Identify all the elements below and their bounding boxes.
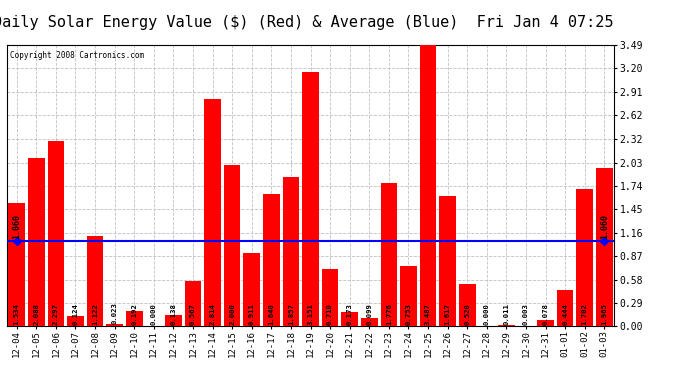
Bar [557, 291, 573, 326]
Text: 0.138: 0.138 [170, 304, 177, 326]
Bar [596, 168, 613, 326]
Bar [106, 324, 123, 326]
Bar [48, 141, 64, 326]
Bar [224, 165, 241, 326]
Text: 0.911: 0.911 [248, 304, 255, 326]
Bar [361, 318, 377, 326]
Text: 0.444: 0.444 [562, 304, 568, 326]
Text: 0.000: 0.000 [484, 304, 490, 326]
Bar [380, 183, 397, 326]
Text: 1.776: 1.776 [386, 304, 392, 326]
Text: 1.060: 1.060 [12, 214, 21, 239]
Bar [420, 45, 436, 326]
Text: 0.011: 0.011 [504, 303, 509, 324]
Text: 1.534: 1.534 [14, 304, 20, 326]
Text: 0.567: 0.567 [190, 304, 196, 326]
Bar [126, 311, 143, 326]
Text: 1.702: 1.702 [582, 304, 588, 326]
Bar [165, 315, 181, 326]
Text: 0.520: 0.520 [464, 304, 470, 326]
Text: 2.297: 2.297 [53, 304, 59, 326]
Bar [459, 284, 475, 326]
Bar [440, 196, 456, 326]
Text: 0.003: 0.003 [523, 303, 529, 325]
Text: 2.000: 2.000 [229, 304, 235, 326]
Bar [204, 99, 221, 326]
Text: 0.000: 0.000 [151, 304, 157, 326]
Bar [322, 269, 338, 326]
Bar [8, 202, 25, 326]
Text: 2.088: 2.088 [33, 304, 39, 326]
Text: 1.122: 1.122 [92, 304, 98, 326]
Text: 1.965: 1.965 [601, 304, 607, 326]
Text: Daily Solar Energy Value ($) (Red) & Average (Blue)  Fri Jan 4 07:25: Daily Solar Energy Value ($) (Red) & Ave… [0, 15, 614, 30]
Text: 3.151: 3.151 [308, 304, 313, 326]
Bar [302, 72, 319, 326]
Bar [342, 312, 358, 326]
Text: Copyright 2008 Cartronics.com: Copyright 2008 Cartronics.com [10, 51, 144, 60]
Text: 0.124: 0.124 [72, 304, 79, 326]
Text: 1.857: 1.857 [288, 304, 294, 326]
Text: 1.060: 1.060 [600, 214, 609, 239]
Bar [28, 158, 45, 326]
Text: 0.099: 0.099 [366, 304, 373, 326]
Bar [576, 189, 593, 326]
Text: 1.640: 1.640 [268, 304, 275, 326]
Text: 0.753: 0.753 [406, 304, 411, 326]
Text: 0.023: 0.023 [112, 302, 117, 324]
Bar [400, 266, 417, 326]
Text: 0.710: 0.710 [327, 304, 333, 326]
Bar [283, 177, 299, 326]
Bar [263, 194, 279, 326]
Bar [87, 236, 104, 326]
Text: 0.192: 0.192 [131, 304, 137, 326]
Bar [538, 320, 554, 326]
Bar [244, 253, 260, 326]
Text: 0.173: 0.173 [346, 304, 353, 326]
Text: 0.078: 0.078 [542, 304, 549, 326]
Text: 1.617: 1.617 [444, 304, 451, 326]
Text: 2.814: 2.814 [210, 304, 215, 326]
Text: 3.487: 3.487 [425, 304, 431, 326]
Bar [67, 316, 83, 326]
Bar [185, 280, 201, 326]
